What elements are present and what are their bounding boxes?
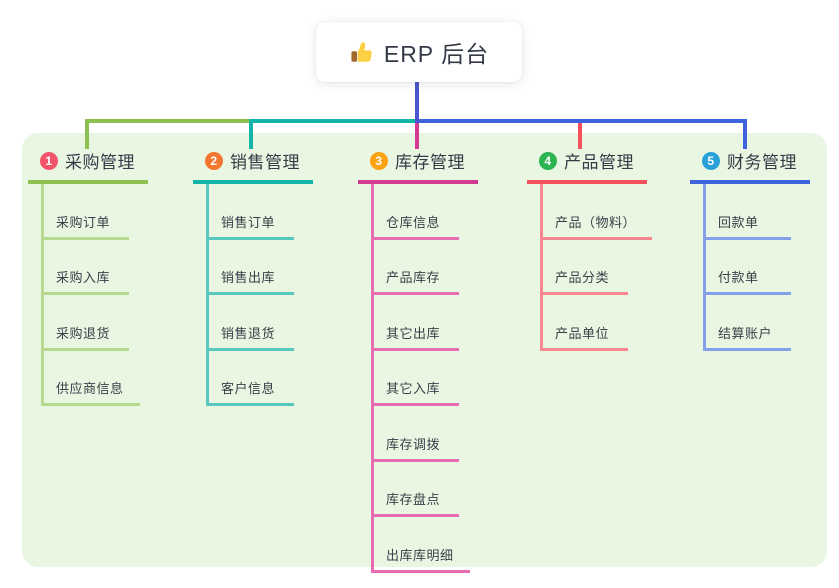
mindmap-subnode[interactable]: 库存盘点: [371, 462, 459, 517]
mindmap-subnode[interactable]: 其它入库: [371, 351, 459, 406]
thumbs-up-icon: [351, 42, 372, 62]
branch-column-purchase: 1 采购管理 采购订单 采购入库 采购退货 供应商信息: [28, 146, 148, 406]
branch-title[interactable]: 3 库存管理: [358, 146, 478, 184]
mindmap-subnode[interactable]: 产品库存: [371, 240, 459, 295]
branch-title[interactable]: 1 采购管理: [28, 146, 148, 184]
branch-children: 仓库信息 产品库存 其它出库 其它入库 库存调拨 库存盘点 出库库明细: [371, 184, 478, 573]
branch-title[interactable]: 2 销售管理: [193, 146, 313, 184]
mindmap-subnode[interactable]: 销售订单: [206, 184, 294, 240]
branch-number-badge: 2: [205, 151, 223, 170]
branch-number-badge: 1: [40, 151, 58, 170]
branch-title-label: 财务管理: [727, 153, 797, 172]
branch-number-badge: 5: [702, 151, 720, 170]
connector-branch-4-drop: [578, 121, 582, 149]
root-node[interactable]: ERP 后台: [316, 22, 522, 82]
mindmap-subnode[interactable]: 客户信息: [206, 351, 294, 406]
connector-branch-1-drop: [85, 119, 89, 149]
mindmap-subnode[interactable]: 销售退货: [206, 295, 294, 351]
branch-title[interactable]: 4 产品管理: [527, 146, 647, 184]
branch-children-line: [206, 184, 209, 406]
mindmap-subnode[interactable]: 采购退货: [41, 295, 129, 351]
branch-column-inventory: 3 库存管理 仓库信息 产品库存 其它出库 其它入库 库存调拨 库存盘点 出库库明细: [358, 146, 478, 573]
mindmap-subnode[interactable]: 付款单: [703, 240, 791, 295]
branch-children-line: [371, 184, 374, 573]
connector-branch-2-horizontal: [249, 119, 418, 123]
mindmap-subnode[interactable]: 采购订单: [41, 184, 129, 240]
branch-children: 回款单 付款单 结算账户: [703, 184, 810, 351]
branch-title-label: 产品管理: [564, 153, 634, 172]
branch-title-label: 采购管理: [65, 153, 135, 172]
connector-root-trunk: [415, 82, 419, 123]
connector-branch-2-drop: [249, 119, 253, 149]
mindmap-subnode[interactable]: 产品单位: [540, 295, 628, 351]
branch-children: 销售订单 销售出库 销售退货 客户信息: [206, 184, 313, 406]
connector-branch-5-horizontal: [415, 119, 747, 123]
mindmap-subnode[interactable]: 其它出库: [371, 295, 459, 351]
mindmap-subnode[interactable]: 采购入库: [41, 240, 129, 295]
mindmap-subnode[interactable]: 供应商信息: [41, 351, 140, 406]
mindmap-subnode[interactable]: 销售出库: [206, 240, 294, 295]
mindmap-subnode[interactable]: 结算账户: [703, 295, 791, 351]
branch-title[interactable]: 5 财务管理: [690, 146, 810, 184]
branch-column-finance: 5 财务管理 回款单 付款单 结算账户: [690, 146, 810, 351]
mindmap-subnode[interactable]: 库存调拨: [371, 406, 459, 462]
branch-children-line: [41, 184, 44, 406]
connector-branch-5-drop: [743, 119, 747, 149]
branch-number-badge: 4: [539, 151, 557, 170]
mindmap-subnode[interactable]: 出库库明细: [371, 517, 470, 573]
mindmap-subnode[interactable]: 产品分类: [540, 240, 628, 295]
connector-branch-3-drop: [415, 121, 419, 149]
branch-children-line: [703, 184, 706, 351]
branch-column-sales: 2 销售管理 销售订单 销售出库 销售退货 客户信息: [193, 146, 313, 406]
branch-title-label: 销售管理: [230, 153, 300, 172]
branch-number-badge: 3: [370, 151, 388, 170]
mindmap-subnode[interactable]: 产品（物料）: [540, 184, 653, 240]
branch-children: 产品（物料） 产品分类 产品单位: [540, 184, 653, 351]
root-title: ERP 后台: [383, 41, 490, 67]
branch-column-product: 4 产品管理 产品（物料） 产品分类 产品单位: [527, 146, 653, 351]
branch-children-line: [540, 184, 543, 351]
mindmap-subnode[interactable]: 回款单: [703, 184, 791, 240]
branch-title-label: 库存管理: [395, 153, 465, 172]
mindmap-subnode[interactable]: 仓库信息: [371, 184, 459, 240]
branch-children: 采购订单 采购入库 采购退货 供应商信息: [41, 184, 148, 406]
